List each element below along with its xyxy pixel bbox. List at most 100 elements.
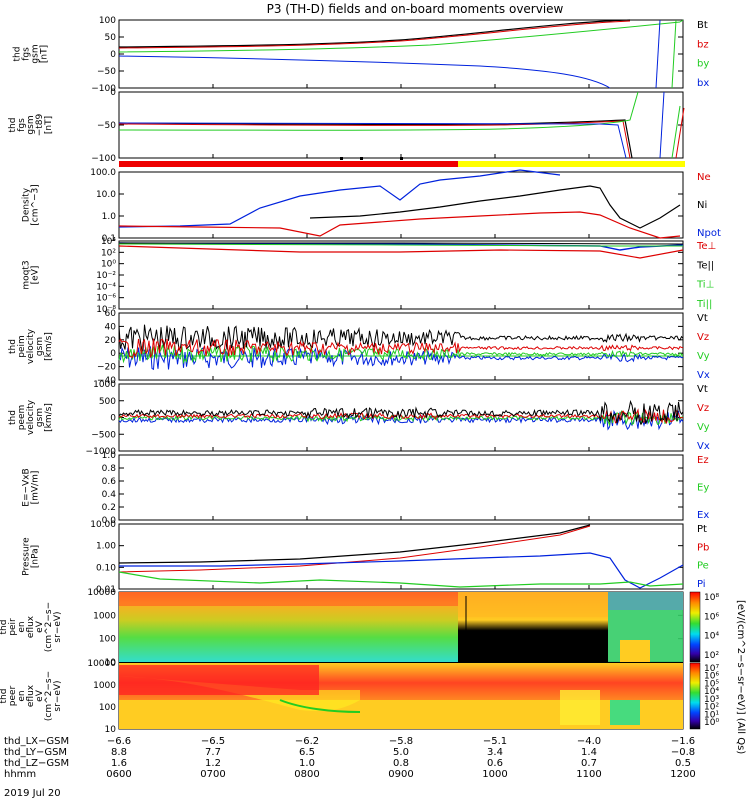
ylabel-line: E=−VxB — [22, 468, 32, 506]
ylabel-line: gsm — [26, 115, 36, 134]
legend-pb: Pb — [697, 542, 709, 553]
by-line — [118, 21, 681, 53]
panel-9-ylabel: thd peir en eflux eV (cm^2−s− sr−eV) — [0, 602, 63, 652]
panel-8-ylabel: Pressure [nPa] — [22, 537, 41, 576]
colorbar-tick: 10¹ — [704, 710, 719, 720]
panel-5-ytick: 40 — [105, 322, 117, 332]
ylabel-line: velocity — [26, 399, 36, 435]
xaxis-tick: 1.4 — [581, 747, 597, 758]
panel-5-ytick: 20 — [105, 336, 117, 346]
panel-7-ytick: 0.8 — [102, 464, 117, 474]
panel4-curves — [118, 242, 684, 259]
ylabel-line: peir — [8, 618, 18, 636]
ylabel-line: sr−eV) — [53, 680, 63, 711]
panel-7-ytick: 0.6 — [102, 477, 117, 487]
legend-vy: Vy — [697, 422, 710, 433]
xaxis-tick: 8.8 — [111, 747, 127, 758]
xaxis-tick: −5.8 — [389, 736, 413, 747]
panel-4-ytick: 10⁰ — [101, 260, 116, 270]
panel-3-ylabel: Density [cm^−3] — [22, 184, 41, 226]
panel-6-ytick: 1000 — [93, 380, 116, 390]
colorbar-tick: 10² — [704, 651, 719, 661]
panel-1-ytick: 100 — [99, 16, 116, 26]
colorbar-tick: 10² — [704, 703, 719, 713]
panel-6-ytick: 0 — [110, 414, 116, 424]
legend-bz: bz — [697, 39, 709, 50]
legend-npot: Npot — [697, 228, 721, 239]
xaxis-tick: −6.6 — [107, 736, 131, 747]
legend-pi: Pi — [697, 579, 706, 590]
legend-vt: Vt — [697, 313, 708, 324]
panel-9-ytick: 10 — [105, 658, 117, 668]
panel-7-ylabel: E=−VxB [mV/m] — [22, 468, 41, 506]
colorbar-tick: 10³ — [704, 695, 719, 705]
ylabel-line: sr−eV) — [53, 611, 63, 642]
xaxis-tick: 6.5 — [299, 747, 315, 758]
legend-ni: Ni — [697, 200, 707, 211]
panel-10-ytick: 100 — [99, 703, 116, 713]
panel-9-ytick: 100 — [99, 635, 116, 645]
bt-line — [118, 19, 631, 48]
panel-9-ytick: 10000 — [87, 588, 116, 598]
ylabel-line: (cm^2−s− — [44, 602, 54, 652]
legend-ti: Ti⊥ — [696, 280, 714, 291]
panel8-curves — [118, 524, 684, 589]
ylabel-line: −t89 — [35, 113, 45, 136]
ylabel-line: gsm — [35, 408, 45, 427]
region-bar — [119, 157, 685, 167]
xaxis-row-label: hhmm — [4, 769, 36, 780]
xaxis-tick: 0.5 — [675, 758, 691, 769]
panel-4-ylabel: moqt3 [eV] — [22, 260, 41, 289]
legend-pe: Pe — [697, 561, 709, 572]
legend-ti: Ti|| — [696, 299, 712, 310]
xaxis-tick: −5.1 — [483, 736, 507, 747]
xaxis-tick: 1.2 — [205, 758, 221, 769]
legend-ex: Ex — [697, 510, 709, 521]
panel-6-ytick: 500 — [99, 397, 116, 407]
panel9-spectrogram — [119, 592, 683, 662]
ylabel-line: gsm — [31, 44, 41, 63]
xaxis-tick: 0600 — [106, 769, 131, 780]
ylabel-line: [km/s] — [44, 332, 54, 361]
panel-4-ytick: 10⁻² — [96, 271, 116, 281]
ylabel-line: (cm^2−s− — [44, 671, 54, 721]
ylabel-line: eV — [35, 689, 45, 702]
ylabel-line: moqt3 — [22, 260, 32, 289]
xaxis-tick: 0.7 — [581, 758, 597, 769]
panel-6-ytick: −500 — [91, 430, 116, 440]
panel10-spectrogram — [119, 663, 683, 729]
panel2-curves — [118, 91, 685, 159]
ylabel-line: [km/s] — [44, 403, 54, 432]
panel-7-ytick: 0.0 — [102, 516, 117, 526]
colorbar-tick: 10⁰ — [704, 718, 719, 728]
bz-line — [118, 20, 631, 49]
ylabel-line: thd — [8, 410, 18, 425]
legend-vx: Vx — [697, 370, 710, 381]
ylabel-line: [nPa] — [31, 545, 41, 568]
panel-10-ylabel: thd peer en eflux eV (cm^2−s− sr−eV) — [0, 671, 63, 721]
panel1-curves — [118, 19, 684, 89]
ylabel-line: Density — [22, 187, 32, 222]
legend-vy: Vy — [697, 351, 710, 362]
ylabel-line: en — [17, 690, 27, 701]
panel-4-ytick: 10⁻⁶ — [96, 294, 116, 304]
by-spike2 — [671, 19, 677, 89]
by-spike — [679, 19, 684, 23]
panel-8-ytick: 1.00 — [96, 542, 116, 552]
legend-pt: Pt — [697, 524, 707, 535]
ylabel-line: [nT] — [40, 45, 50, 63]
ylabel-line: thd — [8, 339, 18, 354]
legend-te: Te⊥ — [696, 241, 716, 252]
ylabel-line: peer — [8, 685, 18, 706]
legend-te: Te|| — [696, 260, 714, 271]
legend-vz: Vz — [697, 332, 709, 343]
ylabel-line: peem — [17, 405, 27, 431]
panel-8-ytick: 0.10 — [96, 563, 116, 573]
xaxis-tick: 0700 — [200, 769, 225, 780]
panel-3-ytick: 100.0 — [90, 168, 116, 178]
xaxis-tick: −6.2 — [295, 736, 319, 747]
colorbar-tick: 10⁴ — [704, 632, 719, 642]
ylabel-line: [eV] — [31, 266, 41, 285]
xaxis-tick: 1000 — [482, 769, 507, 780]
